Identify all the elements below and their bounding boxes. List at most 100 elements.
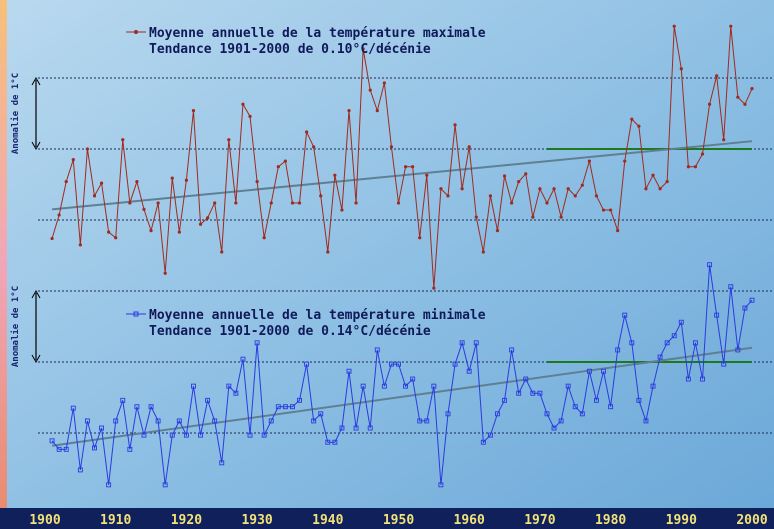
x-tick-label: 1970 xyxy=(524,513,555,528)
point xyxy=(460,187,464,191)
point xyxy=(261,432,267,438)
point xyxy=(339,425,345,431)
point xyxy=(742,305,748,311)
trend-line xyxy=(51,140,753,211)
point xyxy=(353,425,359,431)
point xyxy=(227,138,231,142)
point xyxy=(183,432,189,438)
point xyxy=(319,194,323,198)
point xyxy=(85,147,90,151)
point xyxy=(714,312,720,318)
point xyxy=(692,340,698,346)
point xyxy=(114,236,118,240)
point xyxy=(347,109,351,113)
point xyxy=(134,404,140,410)
point xyxy=(594,194,599,198)
point xyxy=(565,383,571,389)
point xyxy=(411,165,415,169)
point xyxy=(381,383,387,389)
point xyxy=(346,368,352,374)
point xyxy=(453,123,457,127)
x-tick-label: 1980 xyxy=(595,513,626,528)
point xyxy=(594,397,599,403)
point xyxy=(142,207,146,211)
point xyxy=(205,397,211,403)
point xyxy=(721,361,727,367)
point xyxy=(213,201,217,205)
point xyxy=(473,340,479,346)
point xyxy=(495,411,500,417)
chart-subtitle: Tendance 1901-2000 de 0.14°C/décénie xyxy=(149,324,431,339)
point xyxy=(502,174,507,178)
edge-stripe xyxy=(0,0,7,529)
point xyxy=(552,187,556,191)
point xyxy=(665,180,669,184)
point xyxy=(240,356,246,362)
point xyxy=(438,482,444,488)
point xyxy=(657,354,663,360)
point xyxy=(206,216,210,220)
point xyxy=(467,145,471,149)
y-axis-label: Anomalie de 1°C xyxy=(10,73,21,154)
point xyxy=(333,173,337,177)
point xyxy=(445,411,451,417)
x-tick-label: 1940 xyxy=(312,513,343,528)
point xyxy=(736,95,740,99)
point xyxy=(530,390,536,396)
point xyxy=(396,361,401,367)
point xyxy=(84,418,90,424)
chart-title: Moyenne annuelle de la température minim… xyxy=(149,308,486,323)
point xyxy=(64,180,68,184)
point xyxy=(586,368,592,374)
point xyxy=(544,411,550,417)
point xyxy=(120,397,126,403)
point xyxy=(729,24,733,28)
point xyxy=(340,208,344,212)
x-axis-band xyxy=(0,508,774,529)
point xyxy=(722,138,726,142)
legend-marker xyxy=(133,311,139,317)
point xyxy=(99,425,105,431)
point xyxy=(644,187,648,191)
point xyxy=(276,165,280,169)
point xyxy=(135,180,139,184)
point xyxy=(248,114,252,118)
point xyxy=(275,404,281,410)
point xyxy=(417,418,423,424)
point xyxy=(431,383,437,389)
point xyxy=(220,250,224,254)
point xyxy=(254,340,260,346)
point xyxy=(311,418,317,424)
point xyxy=(127,446,133,452)
point xyxy=(410,376,416,382)
point xyxy=(156,201,160,205)
point xyxy=(545,201,549,205)
point xyxy=(163,271,167,275)
point xyxy=(304,130,309,134)
point xyxy=(743,102,747,106)
point xyxy=(630,117,634,121)
point xyxy=(290,201,295,205)
point xyxy=(403,165,408,169)
point xyxy=(488,194,493,198)
point xyxy=(297,201,302,205)
point xyxy=(685,376,691,382)
point xyxy=(728,284,734,290)
point xyxy=(247,432,253,438)
arrow-head xyxy=(31,289,41,299)
trend-line xyxy=(51,346,753,447)
point xyxy=(332,439,338,445)
point xyxy=(176,418,182,424)
chart-title: Moyenne annuelle de la température maxim… xyxy=(149,26,486,41)
point xyxy=(650,383,656,389)
point xyxy=(452,361,458,367)
point xyxy=(459,340,465,346)
point xyxy=(169,432,175,438)
point xyxy=(290,404,295,410)
point xyxy=(99,181,104,185)
point xyxy=(149,229,153,233)
point xyxy=(537,390,543,396)
point xyxy=(502,397,507,403)
